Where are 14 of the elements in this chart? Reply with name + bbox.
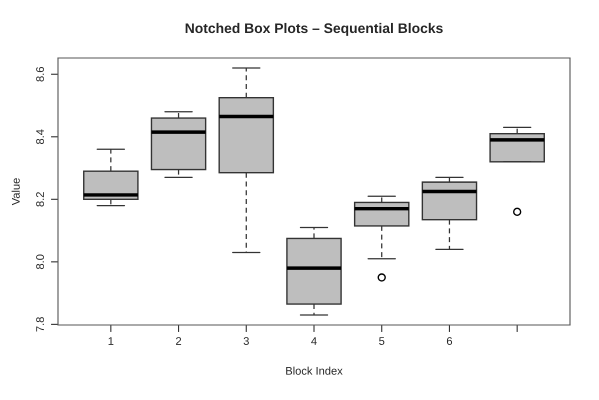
x-tick-label: 5 <box>379 337 384 345</box>
x-axis-title: Block Index <box>286 366 343 375</box>
x-tick-label: 4 <box>311 337 317 345</box>
x-tick-label: 6 <box>446 337 452 345</box>
y-tick-label: 8.6 <box>36 67 44 82</box>
chart-title: Notched Box Plots – Sequential Blocks <box>186 22 443 36</box>
x-tick-label: 1 <box>108 337 114 345</box>
y-tick-label: 8.0 <box>36 254 44 270</box>
y-tick-label: 8.2 <box>36 192 44 207</box>
x-tick-label: 2 <box>176 337 182 345</box>
y-axis-title: Value <box>12 178 20 206</box>
x-tick-label: 3 <box>244 337 249 345</box>
y-tick-label: 8.4 <box>36 129 44 144</box>
y-tick-label: 7.8 <box>36 317 44 332</box>
